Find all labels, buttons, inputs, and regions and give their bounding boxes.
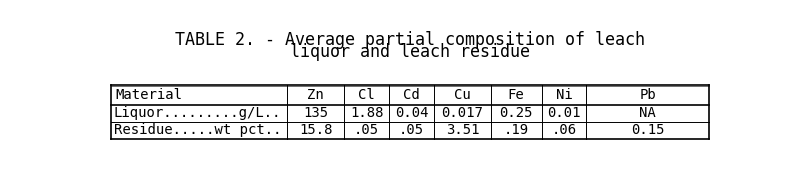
Text: Liquor.........g/L..: Liquor.........g/L.. xyxy=(114,106,282,120)
Text: 0.04: 0.04 xyxy=(394,106,428,120)
Text: TABLE 2. - Average partial composition of leach: TABLE 2. - Average partial composition o… xyxy=(175,31,645,49)
Text: Residue.....wt pct..: Residue.....wt pct.. xyxy=(114,123,282,137)
Text: Pb: Pb xyxy=(639,88,656,102)
Text: .05: .05 xyxy=(354,123,379,137)
Text: 0.15: 0.15 xyxy=(631,123,665,137)
Text: 15.8: 15.8 xyxy=(299,123,333,137)
Text: 0.01: 0.01 xyxy=(547,106,581,120)
Text: .19: .19 xyxy=(504,123,529,137)
Text: NA: NA xyxy=(639,106,656,120)
Text: Material: Material xyxy=(115,88,182,102)
Text: Zn: Zn xyxy=(307,88,324,102)
Text: .05: .05 xyxy=(399,123,424,137)
Text: Ni: Ni xyxy=(556,88,573,102)
Text: Fe: Fe xyxy=(508,88,525,102)
Text: Cu: Cu xyxy=(454,88,470,102)
Text: 135: 135 xyxy=(303,106,328,120)
Text: 0.017: 0.017 xyxy=(442,106,483,120)
Text: 1.88: 1.88 xyxy=(350,106,383,120)
Text: liquor and leach residue: liquor and leach residue xyxy=(290,43,530,61)
Text: 3.51: 3.51 xyxy=(446,123,479,137)
Text: Cl: Cl xyxy=(358,88,375,102)
Text: Cd: Cd xyxy=(403,88,420,102)
Text: .06: .06 xyxy=(551,123,577,137)
Text: 0.25: 0.25 xyxy=(499,106,533,120)
